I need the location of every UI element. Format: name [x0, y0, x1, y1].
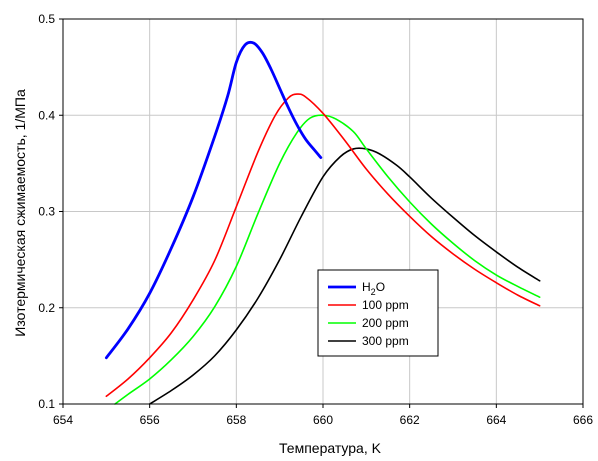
x-tick-label: 662 [400, 413, 420, 427]
series-line-2 [114, 114, 541, 405]
y-tick-label: 0.3 [38, 205, 55, 219]
legend-label-main: H [362, 280, 371, 294]
legend-label: 300 ppm [362, 334, 409, 348]
series-layer [104, 40, 541, 405]
legend-label-subscript: 2 [371, 287, 376, 297]
legend-label-main: 100 ppm [362, 298, 409, 312]
x-tick-label: 656 [140, 413, 160, 427]
series-line-1 [105, 93, 541, 398]
ticks: 654 656 658 660 662 664 666 0.1 0.2 0.3 0.4 0.5 [38, 12, 593, 427]
legend-label: H2O [362, 280, 385, 297]
legend-label-tail: O [376, 280, 385, 294]
x-tick-label: 654 [53, 413, 73, 427]
legend-label: 100 ppm [362, 298, 409, 312]
x-tick-label: 664 [486, 413, 506, 427]
y-tick-label: 0.1 [38, 397, 55, 411]
x-axis-title: Температура, K [279, 440, 382, 456]
series-line-3 [148, 147, 541, 405]
y-axis-title: Изотермическая сжимаемость, 1/МПа [12, 89, 28, 337]
series-line-0 [104, 40, 323, 360]
y-tick-label: 0.4 [38, 108, 55, 122]
y-tick-label: 0.2 [38, 301, 55, 315]
x-tick-label: 666 [573, 413, 593, 427]
y-tick-label: 0.5 [38, 12, 55, 26]
legend-label-main: 300 ppm [362, 334, 409, 348]
legend-label: 200 ppm [362, 316, 409, 330]
legend-label-main: 200 ppm [362, 316, 409, 330]
x-tick-label: 660 [313, 413, 333, 427]
x-tick-label: 658 [226, 413, 246, 427]
